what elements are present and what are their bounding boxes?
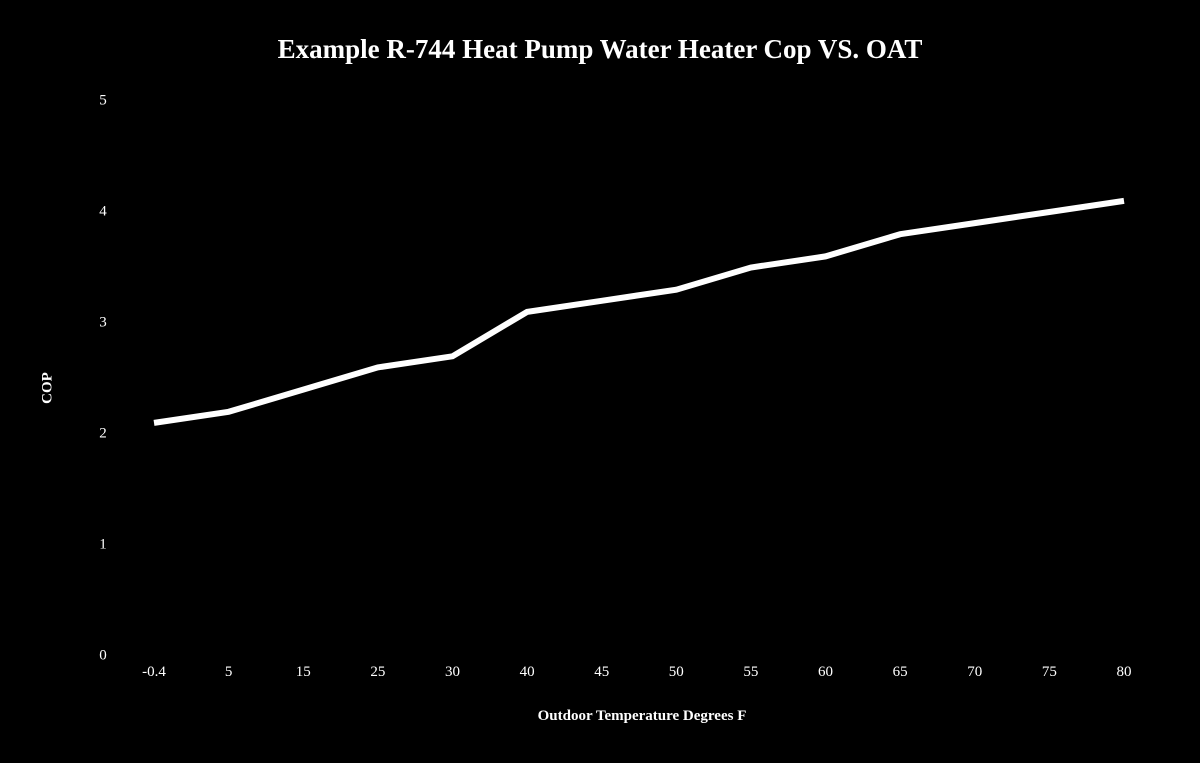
x-tick-label: 80: [1116, 664, 1132, 680]
x-axis-label: Outdoor Temperature Degrees F: [537, 708, 747, 724]
x-tick-label: 65: [892, 664, 908, 680]
y-tick-label: 5: [99, 92, 107, 109]
x-tick-label: 30: [444, 664, 460, 680]
x-tick-label: 15: [295, 664, 311, 680]
x-tick-label: 55: [743, 664, 759, 680]
y-tick-label: 0: [99, 647, 107, 664]
chart-title: Example R-744 Heat Pump Water Heater Cop…: [277, 34, 923, 64]
x-tick-label: 50: [668, 664, 684, 680]
x-tick-label: 45: [594, 664, 610, 680]
x-tick-label: 40: [519, 664, 535, 680]
cop-line-series: [153, 197, 1125, 426]
x-tick-label: 25: [370, 664, 386, 680]
y-tick-label: 4: [99, 203, 107, 220]
y-tick-label: 1: [99, 536, 107, 553]
x-tick-label: 70: [967, 664, 983, 680]
y-tick-label: 3: [99, 314, 107, 331]
y-tick-label: 2: [99, 425, 107, 442]
x-tick-label: 60: [818, 664, 834, 680]
x-tick-label: 75: [1041, 664, 1057, 680]
x-tick-label: 5: [224, 664, 233, 680]
x-tick-label: -0.4: [142, 664, 166, 680]
